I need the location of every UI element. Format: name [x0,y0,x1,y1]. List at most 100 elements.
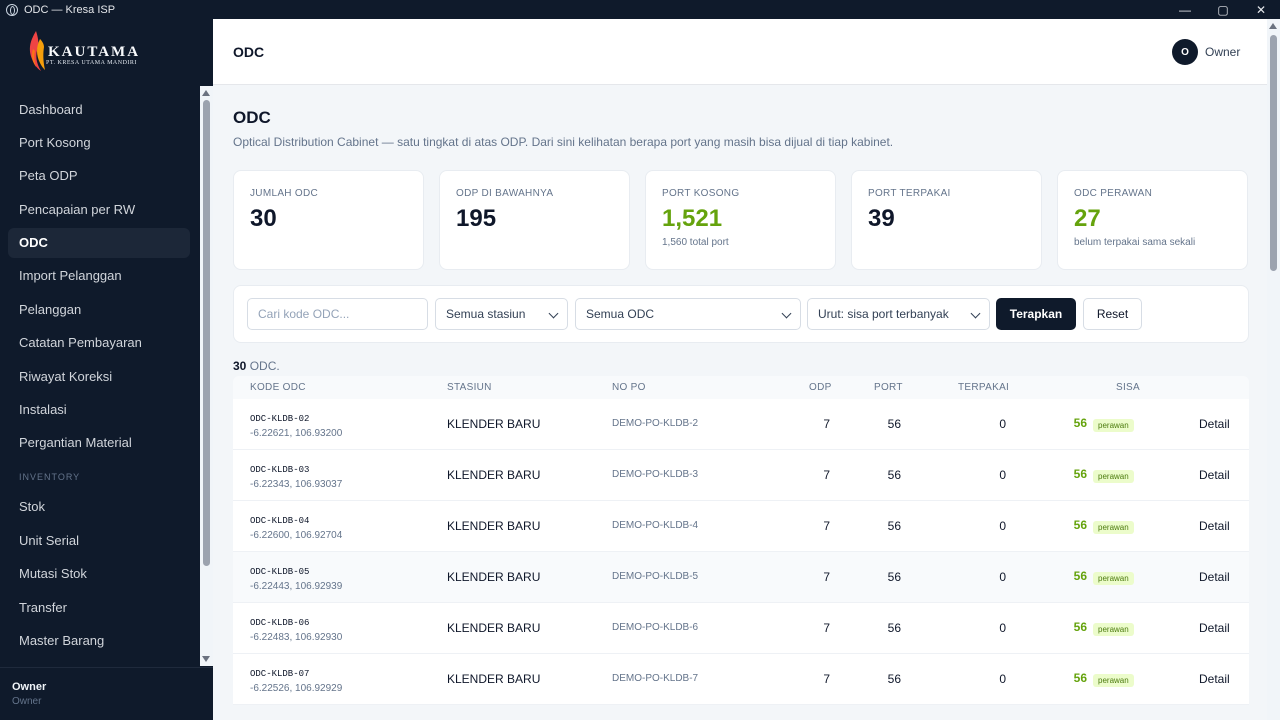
stat-card-odp: ODP DI BAWAHNYA 195 [439,170,630,270]
maximize-icon[interactable]: ▢ [1217,2,1229,17]
sidebar-item-riwayat-koreksi[interactable]: Riwayat Koreksi [19,368,113,384]
sidebar-item-port-kosong[interactable]: Port Kosong [19,134,91,150]
odc-odp: 7 [823,672,830,686]
odc-sisa: 56 [1073,671,1087,685]
odc-select[interactable]: Semua ODC [575,298,801,330]
odc-sisa: 56 [1073,518,1087,532]
sidebar-user[interactable]: Owner Owner [0,667,213,720]
station-select[interactable]: Semua stasiun [435,298,568,330]
sidebar-scrollbar[interactable] [200,86,213,666]
odc-po: DEMO-PO-KLDB-7 [612,673,699,684]
col-odp[interactable]: ODP [809,382,832,393]
sidebar: KAUTAMA PT. KRESA UTAMA MANDIRI Dashboar… [0,19,213,720]
apply-button[interactable]: Terapkan [996,298,1076,330]
sidebar-user-role: Owner [12,696,42,707]
odc-code: ODC-KLDB-06 [250,618,310,628]
flame-logo-icon [29,31,45,71]
status-badge: perawan [1093,674,1134,687]
main-scrollbar[interactable] [1267,19,1280,720]
odc-used: 0 [999,468,1006,482]
odc-station: KLENDER BARU [447,519,541,533]
search-input[interactable]: Cari kode ODC... [247,298,428,330]
brand-name: KAUTAMA [48,44,141,60]
odc-odp: 7 [823,468,830,482]
col-no-po[interactable]: NO PO [612,382,646,393]
chevron-down-icon [548,308,559,319]
sidebar-item-pencapaian-rw[interactable]: Pencapaian per RW [19,201,136,217]
col-terpakai[interactable]: TERPAKAI [958,382,1010,393]
sidebar-item-unit-serial[interactable]: Unit Serial [19,532,79,548]
odc-sisa: 56 [1073,620,1087,634]
odc-port: 56 [887,417,901,431]
sidebar-item-dashboard[interactable]: Dashboard [19,101,83,117]
sidebar-item-stok[interactable]: Stok [19,499,46,515]
topbar-title: ODC [233,44,265,60]
odc-code: ODC-KLDB-03 [250,465,310,475]
sidebar-item-mutasi-stok[interactable]: Mutasi Stok [19,566,87,582]
odc-odp: 7 [823,570,830,584]
scrollbar-thumb[interactable] [203,100,210,566]
table-row[interactable]: ODC-KLDB-03 -6.22343, 106.93037 KLENDER … [233,450,1249,501]
sort-select[interactable]: Urut: sisa port terbanyak [807,298,990,330]
col-port[interactable]: PORT [874,382,903,393]
scroll-up-icon[interactable] [1269,23,1277,29]
col-stasiun[interactable]: STASIUN [447,382,492,393]
sidebar-item-pelanggan[interactable]: Pelanggan [19,301,82,317]
stat-value: 195 [456,205,497,232]
col-sisa[interactable]: SISA [1116,382,1140,393]
minimize-icon[interactable]: — [1179,2,1191,17]
chevron-down-icon [781,308,792,319]
odc-odp: 7 [823,519,830,533]
sidebar-item-import-pelanggan[interactable]: Import Pelanggan [19,268,122,284]
detail-link[interactable]: Detail [1199,468,1230,482]
page-subtitle: Optical Distribution Cabinet — satu ting… [233,135,894,149]
stat-label: PORT TERPAKAI [868,188,951,199]
sidebar-item-odc[interactable]: ODC [8,227,190,258]
detail-link[interactable]: Detail [1199,417,1230,431]
topbar-user-name[interactable]: Owner [1205,45,1241,59]
detail-link[interactable]: Detail [1199,672,1230,686]
brand-subtitle: PT. KRESA UTAMA MANDIRI [46,60,137,66]
detail-link[interactable]: Detail [1199,621,1230,635]
avatar[interactable]: O [1172,39,1198,65]
sidebar-section-inventory: INVENTORY [19,471,81,482]
stat-label: PORT KOSONG [662,188,740,199]
sidebar-item-peta-odp[interactable]: Peta ODP [19,168,78,184]
stat-value: 1,521 [662,205,723,232]
scrollbar-thumb[interactable] [1270,35,1277,271]
table-row[interactable]: ODC-KLDB-04 -6.22600, 106.92704 KLENDER … [233,501,1249,552]
stat-note: 1,560 total port [662,237,729,248]
col-kode-odc[interactable]: KODE ODC [250,382,306,393]
odc-po: DEMO-PO-KLDB-4 [612,520,699,531]
table-row[interactable]: ODC-KLDB-02 -6.22621, 106.93200 KLENDER … [233,399,1249,450]
window-controls: — ▢ ✕ [1166,0,1280,19]
table-row[interactable]: ODC-KLDB-06 -6.22483, 106.92930 KLENDER … [233,603,1249,654]
odc-coords: -6.22343, 106.93037 [250,479,343,490]
odc-used: 0 [999,417,1006,431]
reset-button[interactable]: Reset [1083,298,1142,330]
table-row[interactable]: ODC-KLDB-07 -6.22526, 106.92929 KLENDER … [233,654,1249,705]
close-icon[interactable]: ✕ [1255,2,1267,17]
sidebar-item-catatan-pembayaran[interactable]: Catatan Pembayaran [19,335,142,351]
sidebar-item-master-barang[interactable]: Master Barang [19,632,105,648]
odc-coords: -6.22600, 106.92704 [250,530,343,541]
status-badge: perawan [1093,470,1134,483]
stat-label: ODP DI BAWAHNYA [456,188,554,199]
odc-used: 0 [999,570,1006,584]
odc-port: 56 [887,519,901,533]
detail-link[interactable]: Detail [1199,519,1230,533]
table-row[interactable]: ODC-KLDB-05 -6.22443, 106.92939 KLENDER … [233,552,1249,603]
stat-card-port-kosong: PORT KOSONG 1,521 1,560 total port [645,170,836,270]
scroll-down-icon[interactable] [202,656,210,662]
status-badge: perawan [1093,419,1134,432]
sidebar-nav-scroll: Dashboard Port Kosong Peta ODP Pencapaia… [0,86,213,666]
sidebar-item-transfer[interactable]: Transfer [19,599,67,615]
scroll-up-icon[interactable] [202,90,210,96]
sidebar-item-instalasi[interactable]: Instalasi [19,402,67,418]
odc-po: DEMO-PO-KLDB-5 [612,571,699,582]
sidebar-item-pergantian-material[interactable]: Pergantian Material [19,435,132,451]
detail-link[interactable]: Detail [1199,570,1230,584]
company-logo[interactable]: KAUTAMA PT. KRESA UTAMA MANDIRI [0,19,213,85]
stat-label: ODC PERAWAN [1074,188,1153,199]
chevron-down-icon [970,308,981,319]
